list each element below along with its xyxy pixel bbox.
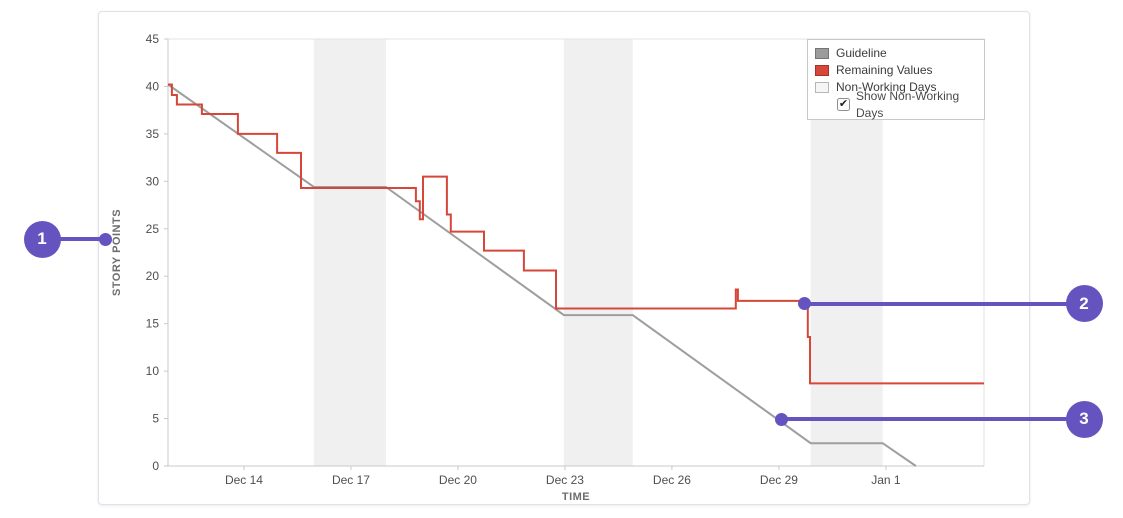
show-non-working-days-label: Show Non-Working Days [856,88,960,120]
guideline-path [167,83,917,467]
y-axis-tick-label: 0 [152,459,159,473]
show-non-working-days-row: ✔ Show Non-Working Days [815,89,976,120]
callout-1-connector [42,237,105,241]
y-axis-tick-label: 30 [146,174,160,188]
non-working-days-swatch [815,82,829,93]
callout-3-connector [781,417,1084,422]
x-axis-title: TIME [562,491,590,503]
y-axis-tick-label: 15 [146,317,160,331]
remaining-values-path [168,83,984,385]
x-axis-tick-label: Dec 26 [653,473,691,487]
legend-item-guideline: Guideline [815,45,976,62]
y-axis-title: STORY POINTS [111,209,123,296]
legend-item-non-working-days: Non-Working Days [815,79,976,96]
callout-3-badge: 3 [1065,400,1103,438]
x-axis-tick-label: Dec 14 [225,473,263,487]
legend-label-non-working-days: Non-Working Days [836,80,937,94]
y-axis-tick-label: 35 [146,127,160,141]
callout-2-badge: 2 [1065,285,1103,323]
legend-label-remaining-values: Remaining Values [836,63,933,77]
callout-1-badge: 1 [23,220,61,258]
legend-label-guideline: Guideline [836,46,887,60]
callout-1-dot [98,232,112,246]
callout-3-dot [775,412,789,426]
y-axis-tick-label: 40 [146,79,160,93]
show-non-working-days-checkbox[interactable]: ✔ [837,98,850,111]
checkmark-icon: ✔ [838,98,849,110]
y-axis-tick-label: 10 [146,364,160,378]
x-axis-tick-label: Dec 29 [760,473,798,487]
y-axis-tick-label: 25 [146,222,160,236]
non-working-day-band [313,39,386,466]
burndown-chart-card: 0 5 10 15 20 25 30 35 40 45 Dec 14 Dec 17 Dec 20 Dec … [98,11,1030,505]
y-axis-tick-label: 20 [146,269,160,283]
y-axis-tick-label: 5 [152,412,159,426]
callout-2-connector [804,301,1084,306]
x-axis-tick-label: Jan 1 [871,473,901,487]
remaining-values-swatch [815,65,829,76]
chart-legend: Guideline Remaining Values Non-Working D… [807,39,985,120]
non-working-day-band [563,39,633,466]
guideline-swatch [815,48,829,59]
legend-item-remaining-values: Remaining Values [815,62,976,79]
x-axis-tick-label: Dec 23 [546,473,584,487]
x-axis-tick-label: Dec 20 [439,473,477,487]
x-axis-tick-label: Dec 17 [332,473,370,487]
callout-2-dot [798,297,812,311]
y-axis-tick-label: 45 [146,32,160,46]
